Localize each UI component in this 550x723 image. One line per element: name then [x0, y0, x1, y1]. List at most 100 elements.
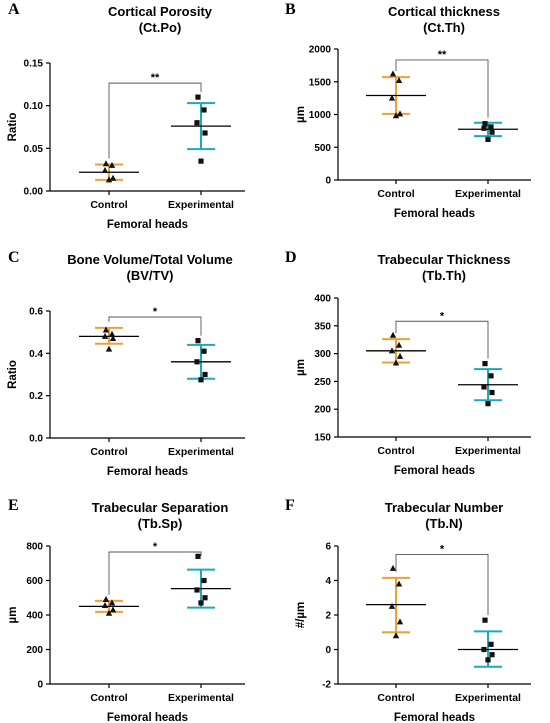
significance-bracket [395, 59, 489, 118]
panel-letter: F [285, 497, 295, 514]
data-point-triangle [108, 330, 116, 337]
y-axis-label: Ratio [7, 113, 19, 142]
chart-subtitle: (BV/TV) [127, 268, 174, 283]
y-tick-label: 0.0 [29, 434, 43, 445]
x-tick-label: Control [90, 199, 127, 211]
significance-marker: * [440, 310, 445, 322]
x-tick-label: Control [377, 445, 414, 457]
data-point-triangle [389, 70, 397, 77]
chart-title: Bone Volume/Total Volume [67, 252, 232, 267]
series-control [366, 70, 426, 119]
series-control [79, 595, 139, 616]
y-axis-label: Ratio [7, 360, 19, 389]
data-point-square [202, 371, 208, 378]
data-point-square [195, 338, 201, 344]
y-tick-label: 400 [314, 294, 331, 305]
y-axis-label: #/µm [295, 602, 307, 628]
x-tick-label: Experimental [455, 692, 521, 704]
data-point-triangle [102, 595, 110, 602]
y-tick-label: 0.15 [24, 59, 44, 70]
panel-letter: D [285, 249, 297, 266]
significance-bracket [108, 551, 202, 595]
data-point-triangle [105, 176, 113, 183]
chart-subtitle: (Tb.N) [425, 516, 463, 531]
x-tick-label: Experimental [168, 692, 234, 704]
x-tick-label: Control [90, 692, 127, 704]
y-tick-label: 250 [314, 377, 331, 388]
y-tick-label: 4 [325, 576, 331, 587]
chart-subtitle: (Ct.Po) [139, 20, 182, 35]
series-experimental [458, 121, 518, 142]
y-tick-label: 2000 [309, 45, 332, 56]
data-point-triangle [392, 632, 400, 639]
y-tick-label: 500 [314, 143, 331, 154]
y-tick-label: 0 [37, 680, 43, 691]
series-experimental [171, 553, 231, 609]
x-tick-label: Control [90, 446, 127, 458]
panel-letter: C [8, 249, 20, 266]
panel-letter: E [8, 497, 19, 514]
y-axis-label: µm [7, 607, 19, 624]
y-tick-label: 0.6 [29, 307, 43, 318]
x-tick-label: Experimental [168, 446, 234, 458]
y-axis-label: µm [295, 359, 307, 376]
x-tick-label: Control [377, 188, 414, 200]
series-experimental [458, 617, 518, 668]
data-point-square [485, 401, 491, 407]
data-point-square [488, 373, 494, 379]
significance-bracket [395, 320, 489, 359]
data-point-triangle [396, 110, 404, 117]
data-point-triangle [396, 618, 404, 625]
data-point-triangle [396, 352, 404, 359]
data-point-square [201, 348, 207, 354]
y-tick-label: 1000 [309, 110, 332, 121]
panel-d: D Trabecular Thickness(Tb.Th) 150 200 250 300… [285, 249, 531, 477]
data-point-square [481, 125, 487, 131]
significance-marker: * [440, 543, 445, 555]
data-point-triangle [101, 167, 109, 174]
y-tick-label: 800 [26, 542, 43, 553]
x-axis-label: Femoral heads [394, 712, 475, 723]
x-axis-label: Femoral heads [394, 208, 475, 220]
chart-title: Trabecular Separation [92, 500, 229, 515]
data-point-triangle [102, 326, 110, 333]
data-point-square [481, 646, 487, 653]
significance-marker: * [153, 306, 158, 318]
y-axis-label: µm [295, 106, 307, 123]
significance-marker: * [153, 541, 158, 553]
y-tick-label: 0 [325, 645, 331, 656]
panel-f: F Trabecular Number(Tb.N) -2 0 2 4 6 #/µm Contro… [285, 497, 531, 723]
data-point-square [195, 553, 201, 559]
y-tick-label: 6 [325, 542, 331, 553]
chart-title: Trabecular Number [385, 500, 504, 515]
chart-subtitle: (Ct.Th) [423, 20, 465, 35]
data-point-square [482, 617, 488, 623]
x-axis-label: Femoral heads [394, 465, 475, 477]
panel-letter: B [285, 1, 296, 18]
data-point-triangle [388, 94, 396, 101]
y-tick-label: 0.4 [29, 349, 43, 360]
x-tick-label: Control [377, 692, 414, 704]
series-control [366, 564, 426, 639]
y-tick-label: 300 [314, 349, 331, 360]
data-point-triangle [109, 174, 117, 181]
significance-bracket [395, 553, 489, 616]
data-point-square [488, 641, 494, 647]
y-tick-label: 0.2 [29, 391, 43, 402]
x-tick-label: Experimental [455, 445, 521, 457]
y-tick-label: 0.10 [24, 101, 44, 112]
y-tick-label: 0.00 [24, 187, 44, 198]
data-point-triangle [389, 331, 397, 338]
data-point-square [488, 124, 494, 130]
data-point-square [198, 377, 204, 383]
significance-marker: ** [438, 49, 447, 61]
series-experimental [458, 361, 518, 407]
chart-title: Cortical thickness [388, 4, 500, 19]
data-point-triangle [102, 160, 110, 167]
y-tick-label: 150 [314, 433, 331, 444]
data-point-square [485, 657, 491, 663]
y-tick-label: -2 [322, 680, 331, 691]
data-point-triangle [392, 112, 400, 119]
significance-bracket [108, 316, 202, 336]
